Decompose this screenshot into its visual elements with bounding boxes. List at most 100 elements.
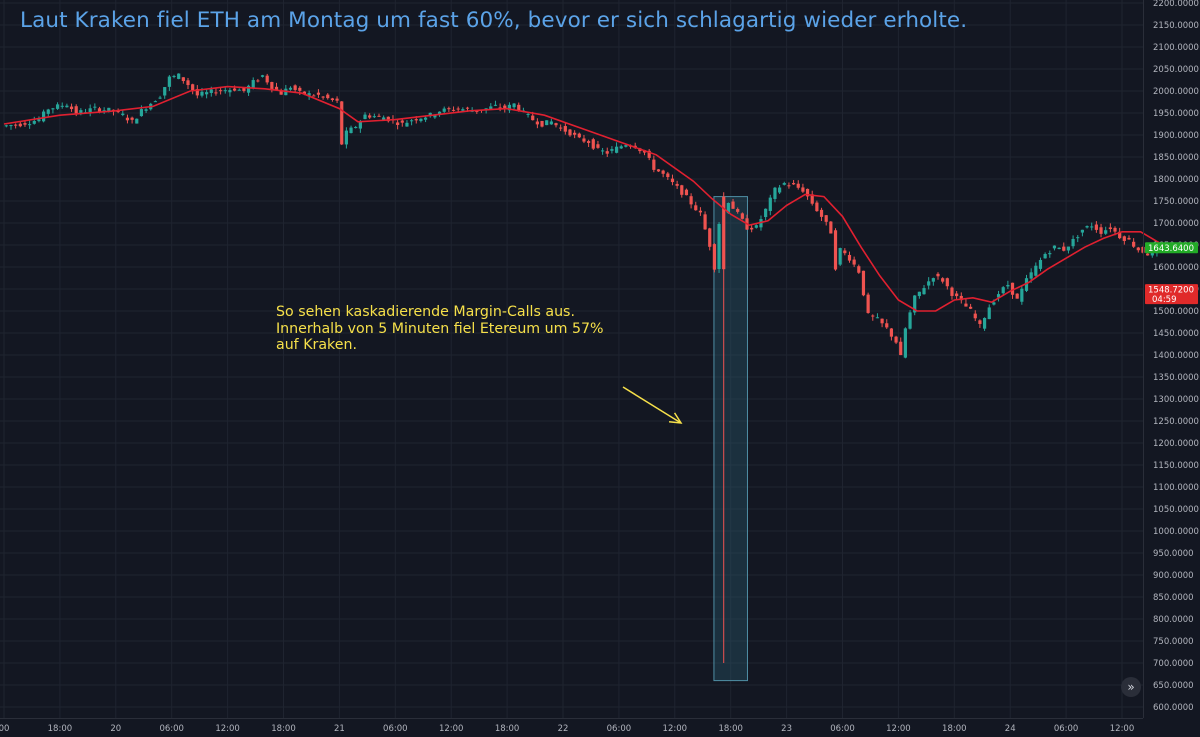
candle-body — [936, 273, 940, 277]
candle-body — [1048, 253, 1052, 255]
candle-body — [964, 303, 968, 307]
candle-body — [815, 202, 819, 212]
candle-body — [931, 278, 935, 282]
candle-body — [4, 125, 8, 127]
x-tick-label: 18:00 — [942, 724, 967, 734]
candle-body — [79, 110, 83, 114]
y-tick-label: 1500.0000 — [1153, 307, 1199, 317]
x-tick-label: 18:00 — [271, 724, 296, 734]
y-tick-label: 2050.0000 — [1153, 65, 1199, 75]
candle-body — [181, 77, 185, 82]
candle-body — [1099, 227, 1103, 234]
candle-body — [698, 210, 703, 213]
candle-body — [1104, 230, 1108, 234]
candle-body — [992, 302, 996, 305]
candle-body — [475, 110, 479, 112]
candle-body — [46, 109, 50, 114]
candle-body — [88, 108, 92, 113]
y-tick-label: 800.0000 — [1153, 615, 1194, 625]
candle-body — [810, 194, 814, 204]
y-tick-label: 750.0000 — [1153, 637, 1194, 647]
candle-body — [465, 107, 470, 109]
candle-body — [307, 93, 311, 96]
candle-body — [689, 196, 693, 205]
candle-body — [647, 150, 651, 158]
candle-body — [358, 121, 362, 129]
candle-body — [941, 278, 945, 282]
candle-body — [55, 104, 60, 109]
arrow-shaft — [622, 386, 682, 424]
candle-body — [423, 117, 428, 120]
candle-body — [205, 92, 209, 95]
candle-body — [596, 144, 600, 148]
candle-body — [102, 110, 106, 112]
candle-body — [316, 92, 321, 95]
candle-body — [1146, 253, 1150, 256]
candle-body — [913, 295, 917, 313]
candle-body — [51, 108, 55, 110]
candle-body — [74, 106, 78, 114]
candle-body — [857, 266, 861, 273]
candle-body — [1057, 247, 1061, 250]
candle-body — [922, 288, 926, 295]
highlight-rect — [713, 196, 748, 682]
candle-body — [787, 185, 791, 187]
candle-body — [191, 84, 195, 91]
candle-body — [288, 87, 293, 90]
y-tick-label: 1700.0000 — [1153, 219, 1199, 229]
candle-body — [768, 197, 772, 211]
y-tick-label: 650.0000 — [1153, 681, 1194, 691]
candle-body — [680, 185, 684, 195]
y-tick-label: 1350.0000 — [1153, 373, 1199, 383]
candle-body — [93, 106, 97, 108]
candle-body — [708, 228, 712, 247]
candle-body — [969, 306, 973, 309]
candle-body — [568, 129, 572, 136]
y-tick-label: 1950.0000 — [1153, 109, 1199, 119]
x-tick-label: 12:00 — [1110, 724, 1135, 734]
x-tick-label: 06:00 — [607, 724, 632, 734]
x-tick-label: 20 — [110, 724, 121, 734]
candle-body — [1122, 236, 1126, 241]
candle-body — [69, 106, 74, 110]
candle-body — [158, 97, 162, 99]
candle-body — [1038, 259, 1043, 269]
candle-body — [9, 125, 13, 127]
candle-body — [396, 122, 400, 125]
candle-body — [996, 294, 1001, 298]
candle-body — [880, 318, 884, 324]
candle-body — [1006, 284, 1010, 287]
candle-body — [614, 146, 619, 153]
candle-body — [582, 138, 586, 142]
candle-body — [531, 115, 535, 121]
price-label-value: 1643.6400 — [1148, 244, 1194, 254]
candle-body — [652, 159, 656, 170]
x-axis: 00 18:00 20 06:00 12:00 18:00 21 06:00 12:00 18:0… — [0, 718, 1143, 734]
x-tick-label: 00 — [0, 724, 9, 734]
candle-body — [740, 213, 744, 219]
y-tick-label: 1750.0000 — [1153, 197, 1199, 207]
candle-body — [559, 127, 563, 129]
candle-body — [1076, 237, 1080, 239]
y-tick-label: 1250.0000 — [1153, 417, 1199, 427]
candle-body — [670, 178, 675, 183]
candle-body — [591, 139, 595, 149]
scroll-to-realtime-button[interactable]: » — [1121, 677, 1141, 697]
chart-title: Laut Kraken fiel ETH am Montag um fast 6… — [20, 8, 968, 33]
candle-body — [861, 270, 866, 296]
candle-body — [349, 127, 353, 134]
x-tick-label: 18:00 — [48, 724, 73, 734]
candle-body — [400, 120, 404, 123]
candle-body — [908, 312, 912, 329]
candle-body — [265, 75, 269, 83]
candle-body — [144, 109, 148, 111]
candle-body — [666, 173, 670, 178]
candle-body — [726, 202, 730, 214]
candle-body — [135, 118, 139, 124]
candle-body — [1010, 282, 1015, 295]
candle-body — [60, 105, 64, 107]
candle-body — [32, 120, 36, 124]
candle-body — [1085, 226, 1089, 228]
candle-body — [354, 127, 358, 129]
y-tick-label: 2200.0000 — [1153, 0, 1199, 9]
